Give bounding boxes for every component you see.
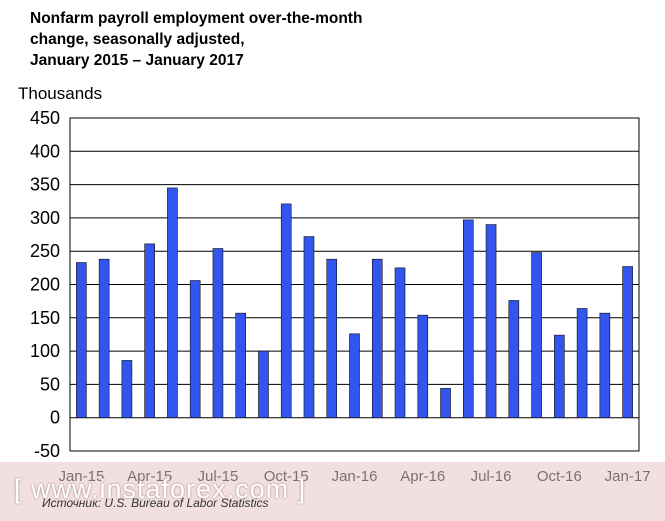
y-tick-label: 300 xyxy=(30,208,60,228)
y-axis-label: Thousands xyxy=(18,84,103,103)
bar xyxy=(167,187,178,418)
bar xyxy=(303,236,315,418)
bar xyxy=(326,258,338,418)
bar xyxy=(76,262,87,418)
bar xyxy=(554,334,565,418)
bar xyxy=(349,333,360,418)
bar xyxy=(235,312,246,418)
y-tick-label: 350 xyxy=(30,175,60,195)
bar xyxy=(440,388,451,418)
bar xyxy=(98,258,110,418)
bar xyxy=(212,248,224,418)
y-tick-label: -50 xyxy=(34,441,60,461)
bar xyxy=(144,243,155,418)
y-tick-label: 50 xyxy=(40,374,60,394)
watermark: [ www.instaforex.com ] xyxy=(14,474,307,504)
chart-title-line: change, seasonally adjusted, xyxy=(30,31,245,48)
y-tick-label: 0 xyxy=(50,408,60,428)
bar xyxy=(394,267,406,419)
bar xyxy=(189,280,201,418)
bar xyxy=(121,360,133,419)
bar xyxy=(599,312,611,418)
y-tick-label: 100 xyxy=(30,341,60,361)
bar xyxy=(280,203,292,418)
bar xyxy=(258,350,269,419)
bar xyxy=(485,224,497,418)
chart-title-line: January 2015 – January 2017 xyxy=(30,52,244,69)
source-note: Источник: U.S. Bureau of Labor Statistic… xyxy=(42,496,269,510)
y-tick-label: 450 xyxy=(30,108,60,128)
chart-title-line: Nonfarm payroll employment over-the-mont… xyxy=(30,10,363,27)
y-tick-label: 400 xyxy=(30,141,60,161)
y-tick-label: 250 xyxy=(30,241,60,261)
y-tick-label: 150 xyxy=(30,308,60,328)
chart-title: Nonfarm payroll employment over-the-mont… xyxy=(30,8,450,71)
watermark-band xyxy=(0,462,665,521)
bar xyxy=(531,252,542,418)
bar xyxy=(508,300,520,419)
bar xyxy=(462,219,474,418)
plot-frame xyxy=(69,117,640,452)
bar xyxy=(622,266,633,419)
bar xyxy=(576,308,588,419)
y-tick-label: 200 xyxy=(30,275,60,295)
bar xyxy=(417,314,429,418)
bar xyxy=(371,258,383,418)
